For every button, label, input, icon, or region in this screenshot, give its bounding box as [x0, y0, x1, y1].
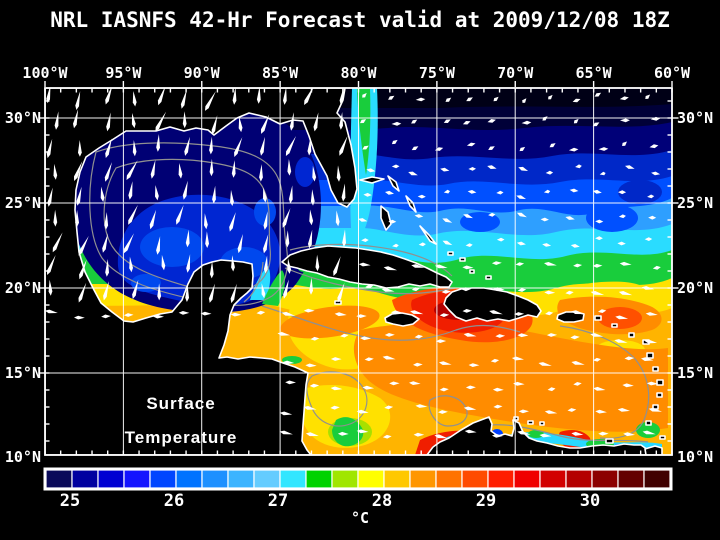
colorbar-tick: 30	[580, 491, 600, 511]
lon-label: 100°W	[22, 64, 68, 82]
land-puerto-rico	[556, 311, 585, 323]
lon-label: 70°W	[497, 64, 534, 82]
colorbar-tick: 26	[164, 491, 184, 511]
lat-label: 30°N	[677, 109, 713, 127]
land-cuba	[281, 245, 453, 289]
colorbar-tick: 25	[60, 491, 80, 511]
land-lesser-antilles	[513, 315, 666, 455]
colorbar-tick: 27	[268, 491, 288, 511]
lon-label: 85°W	[262, 64, 299, 82]
lon-label: 60°W	[654, 64, 691, 82]
map-annotation: Surface Temperature	[125, 394, 238, 447]
land-south-america	[426, 416, 656, 455]
lat-label: 10°N	[5, 448, 41, 466]
lat-label: 20°N	[677, 279, 713, 297]
right-axis: 30°N 25°N 20°N 15°N 10°N	[677, 109, 713, 466]
lon-label: 95°W	[105, 64, 142, 82]
annotation-line1: Surface	[146, 394, 215, 413]
lat-label: 20°N	[5, 279, 41, 297]
colorbar-border	[43, 467, 673, 491]
annotation-line2: Temperature	[125, 428, 238, 447]
colorbar-tick-labels: 25 26 27 28 29 30	[60, 491, 600, 511]
lon-label: 90°W	[184, 64, 221, 82]
colorbar-unit: °C	[351, 509, 369, 527]
caribbean-field	[280, 257, 668, 455]
lat-label: 25°N	[5, 194, 41, 212]
lon-label: 65°W	[576, 64, 613, 82]
colorbar-tick: 29	[476, 491, 496, 511]
lat-label: 30°N	[5, 109, 41, 127]
map-frame	[44, 87, 673, 456]
lat-label: 25°N	[677, 194, 713, 212]
lat-label: 10°N	[677, 448, 713, 466]
top-axis: 100°W 95°W 90°W 85°W 80°W 75°W 70°W 65°W…	[22, 64, 691, 82]
colorbar-tick: 28	[372, 491, 392, 511]
colorbar: 25 26 27 28 29 30 °C	[43, 467, 673, 527]
lat-label: 15°N	[677, 364, 713, 382]
land-bahamas	[359, 175, 492, 280]
lat-label: 15°N	[5, 364, 41, 382]
left-axis: 30°N 25°N 20°N 15°N 10°N	[5, 109, 41, 466]
lon-label: 80°W	[340, 64, 377, 82]
wind-vectors	[45, 88, 662, 439]
lon-label: 75°W	[419, 64, 456, 82]
grid-lines	[45, 88, 672, 455]
colorbar-swatches	[45, 469, 671, 489]
figure-title: NRL IASNFS 42-Hr Forecast valid at 2009/…	[50, 8, 670, 32]
map-content: Surface Temperature	[45, 88, 672, 455]
